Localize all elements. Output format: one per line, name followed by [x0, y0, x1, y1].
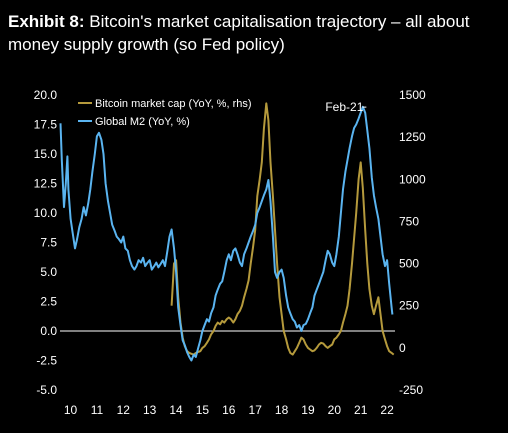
x-tick-label: 21 — [354, 403, 368, 417]
x-tick-label: 14 — [169, 403, 183, 417]
left-axis: 20.0 17.5 15.0 12.5 10.0 7.5 5.0 2.5 0.0 -2.5 -5.0 — [34, 88, 58, 397]
left-tick-label: 5.0 — [40, 265, 57, 279]
x-tick-label: 10 — [64, 403, 78, 417]
left-tick-label: 7.5 — [40, 236, 57, 250]
legend: Bitcoin market cap (YoY, %, rhs) Global M… — [78, 98, 252, 128]
left-tick-label: -5.0 — [36, 383, 57, 397]
x-axis: 10 11 12 13 14 15 16 17 18 19 20 21 22 — [64, 403, 394, 417]
x-tick-label: 20 — [328, 403, 342, 417]
left-tick-label: 20.0 — [34, 88, 58, 102]
right-tick-label: 0 — [399, 341, 406, 355]
x-tick-label: 19 — [301, 403, 315, 417]
series-layer — [59, 102, 395, 362]
x-tick-label: 22 — [380, 403, 394, 417]
right-tick-label: 750 — [399, 214, 419, 228]
right-tick-label: 1500 — [399, 88, 426, 102]
left-tick-label: 17.5 — [34, 118, 58, 132]
left-tick-label: 12.5 — [34, 177, 58, 191]
exhibit-label: Exhibit 8: — [8, 12, 85, 31]
chart-title: Exhibit 8: Bitcoin's market capitalisati… — [8, 10, 503, 56]
legend-item-bitcoin-label: Bitcoin market cap (YoY, %, rhs) — [95, 98, 252, 110]
left-tick-label: 10.0 — [34, 206, 58, 220]
annotations: Feb-21 — [325, 100, 367, 114]
x-tick-label: 16 — [222, 403, 236, 417]
right-tick-label: 1000 — [399, 172, 426, 186]
right-axis: 1500 1250 1000 750 500 250 0 -250 — [399, 88, 426, 397]
left-tick-label: -2.5 — [36, 354, 57, 368]
x-tick-label: 13 — [143, 403, 157, 417]
annotation-label: Feb-21 — [325, 100, 363, 114]
right-tick-label: 250 — [399, 299, 419, 313]
x-tick-label: 11 — [91, 403, 104, 417]
left-tick-label: 0.0 — [40, 324, 57, 338]
right-tick-label: 500 — [399, 257, 419, 271]
x-tick-label: 15 — [196, 403, 210, 417]
right-tick-label: 1250 — [399, 130, 426, 144]
x-tick-label: 18 — [275, 403, 289, 417]
series-line-bitcoin — [170, 102, 395, 356]
title-text: Bitcoin's market capitalisation trajecto… — [8, 12, 470, 54]
series-line-global-m2 — [59, 105, 394, 362]
x-tick-label: 12 — [117, 403, 131, 417]
left-tick-label: 2.5 — [40, 295, 57, 309]
x-tick-label: 17 — [249, 403, 263, 417]
legend-item-global-m2-label: Global M2 (YoY, %) — [95, 116, 190, 128]
right-tick-label: -250 — [399, 383, 423, 397]
left-tick-label: 15.0 — [34, 147, 58, 161]
